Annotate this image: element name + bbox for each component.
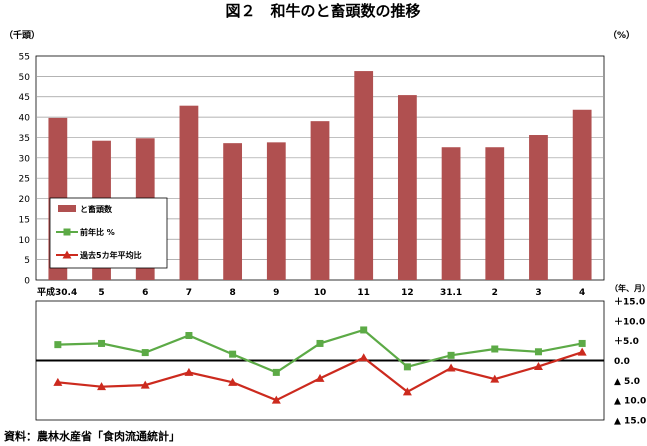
x-tick-label: 9 bbox=[273, 288, 279, 298]
chart-title: 図２ 和牛のと畜頭数の推移 bbox=[225, 2, 420, 20]
x-tick-labels: 平成30.4 5 6 7 8 9 10 11 12 31.1 2 3 4 bbox=[37, 286, 585, 298]
y-tick-label: ＋10.0 bbox=[614, 316, 645, 327]
y-tick-label: ▲ 5.0 bbox=[614, 377, 640, 387]
y-tick-label: ▲ 15.0 bbox=[614, 417, 646, 427]
y-tick-label: 50 bbox=[19, 73, 31, 83]
point bbox=[97, 382, 107, 391]
x-tick-label: 31.1 bbox=[440, 288, 462, 298]
legend-marker bbox=[62, 250, 72, 259]
point bbox=[185, 332, 193, 340]
y-tick-label: 35 bbox=[19, 134, 30, 144]
x-tick-label: 5 bbox=[98, 288, 104, 298]
point bbox=[272, 368, 280, 376]
bar bbox=[354, 71, 374, 280]
y-tick-label: 55 bbox=[19, 53, 30, 63]
point bbox=[447, 351, 455, 359]
point bbox=[578, 339, 586, 347]
bar bbox=[441, 147, 461, 280]
x-tick-label: 3 bbox=[535, 288, 541, 298]
x-tick-label: 11 bbox=[357, 288, 370, 298]
x-tick-label: 10 bbox=[314, 288, 327, 298]
legend-label: 前年比 % bbox=[80, 227, 115, 237]
series-line bbox=[57, 328, 583, 374]
bar bbox=[179, 105, 199, 280]
bottom-y-tick-labels: ＋15.0 ＋10.0 ＋5.0 0.0 ▲ 5.0 ▲ 10.0 ▲ 15.0 bbox=[614, 297, 646, 427]
bar bbox=[266, 142, 286, 280]
point bbox=[534, 348, 542, 356]
x-tick-label: 平成30.4 bbox=[37, 286, 77, 298]
bottom-line-panel: ＋15.0 ＋10.0 ＋5.0 0.0 ▲ 5.0 ▲ 10.0 ▲ 15.0 bbox=[35, 297, 646, 427]
point bbox=[54, 341, 62, 349]
point bbox=[533, 361, 543, 370]
point bbox=[229, 350, 237, 358]
legend-swatch bbox=[58, 205, 76, 212]
point bbox=[360, 326, 368, 334]
point bbox=[271, 395, 281, 404]
bar bbox=[223, 143, 243, 280]
y-tick-label: 15 bbox=[19, 215, 30, 225]
point bbox=[141, 349, 149, 357]
y-tick-label: 25 bbox=[19, 175, 30, 185]
bar bbox=[310, 121, 330, 280]
point bbox=[98, 339, 106, 347]
y-tick-label: 20 bbox=[19, 195, 31, 205]
point bbox=[53, 377, 63, 386]
x-tick-label: 8 bbox=[229, 288, 235, 298]
bar bbox=[572, 109, 592, 280]
point bbox=[490, 374, 500, 383]
top-bar-panel: 0 5 10 15 20 25 30 35 40 45 50 55 平成30.4 5 6 7 8 9 10 11 12… bbox=[19, 53, 605, 298]
bar bbox=[397, 95, 417, 281]
point bbox=[403, 363, 411, 371]
source-note: 資料：農林水産省「食肉流通統計」 bbox=[4, 429, 180, 443]
bar bbox=[529, 135, 548, 280]
point bbox=[402, 387, 412, 396]
y-tick-label: ＋15.0 bbox=[614, 297, 645, 308]
y-tick-label: ＋5.0 bbox=[614, 336, 639, 347]
x-tick-label: 2 bbox=[492, 288, 498, 298]
top-y-tick-labels: 0 5 10 15 20 25 30 35 40 45 50 55 bbox=[19, 53, 31, 287]
legend-label: 過去5カ年平均比 bbox=[79, 250, 142, 260]
point bbox=[359, 353, 369, 362]
bar bbox=[485, 147, 505, 280]
legend-label: と畜頭数 bbox=[80, 204, 113, 214]
x-axis-unit-label: （年、月） bbox=[610, 283, 647, 293]
y-tick-label: 0.0 bbox=[614, 357, 630, 367]
y-tick-label: 40 bbox=[19, 114, 31, 124]
y-tick-label: 10 bbox=[19, 236, 31, 246]
y-tick-label: 0 bbox=[24, 277, 30, 287]
x-tick-label: 6 bbox=[142, 288, 148, 298]
point bbox=[577, 347, 587, 356]
top-y-axis-label: （千頭） bbox=[4, 29, 40, 41]
line-series bbox=[53, 326, 587, 404]
point bbox=[228, 377, 238, 386]
x-tick-label: 7 bbox=[186, 288, 192, 298]
y-tick-label: 45 bbox=[19, 93, 30, 103]
point bbox=[184, 367, 194, 376]
x-tick-label: 12 bbox=[401, 288, 414, 298]
y-tick-label: ▲ 10.0 bbox=[614, 397, 646, 407]
y-tick-label: 30 bbox=[19, 154, 31, 164]
point bbox=[315, 373, 325, 382]
x-tick-label: 4 bbox=[579, 288, 585, 298]
legend-marker bbox=[63, 228, 71, 236]
point bbox=[491, 345, 499, 353]
y-tick-label: 5 bbox=[24, 256, 30, 266]
bottom-y-axis-label: （%） bbox=[608, 30, 635, 41]
point bbox=[446, 363, 456, 372]
point bbox=[316, 339, 324, 347]
point bbox=[140, 380, 150, 389]
